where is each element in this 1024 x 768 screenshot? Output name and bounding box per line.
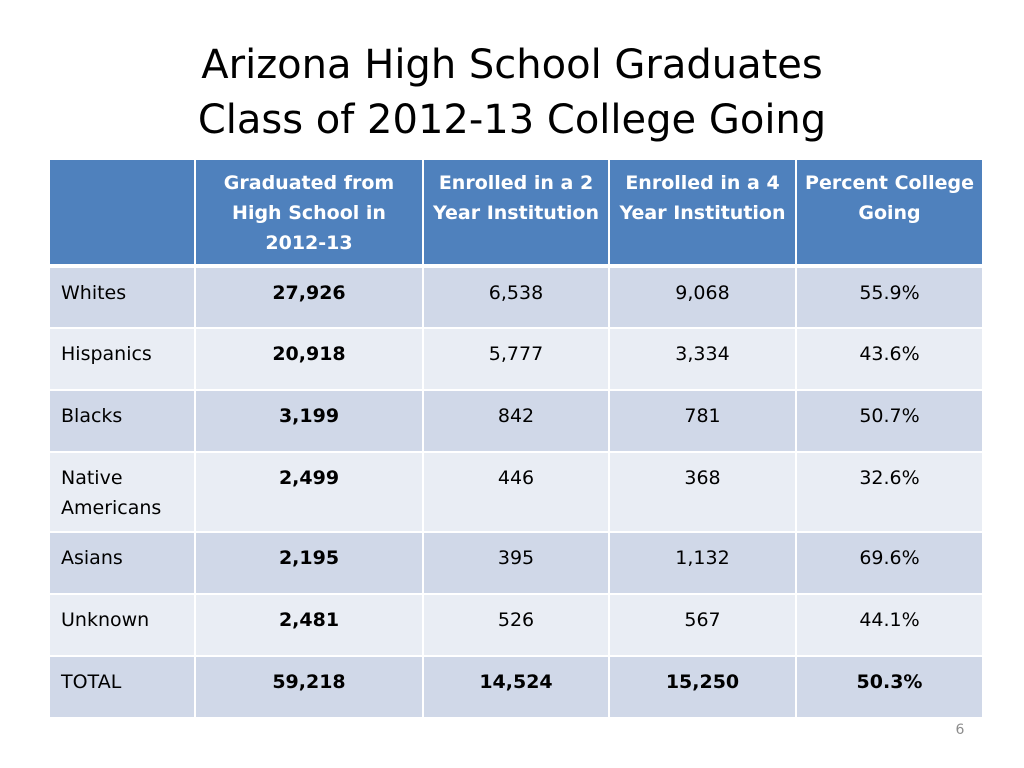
header-graduated: Graduated from High School in 2012-13 [194, 160, 424, 268]
slide-number: 6 [955, 722, 965, 738]
row-label: TOTAL [50, 655, 196, 719]
cell-graduated: 2,499 [194, 451, 424, 533]
row-label: Hispanics [50, 327, 196, 391]
table-row: Whites 27,926 6,538 9,068 55.9% [50, 265, 982, 329]
cell-percent: 43.6% [795, 327, 982, 391]
cell-enrolled-4yr: 3,334 [608, 327, 797, 391]
cell-enrolled-4yr: 781 [608, 389, 797, 453]
cell-enrolled-4yr: 368 [608, 451, 797, 533]
header-group [50, 160, 196, 268]
cell-enrolled-4yr: 9,068 [608, 265, 797, 329]
row-label: Blacks [50, 389, 196, 453]
cell-enrolled-2yr: 446 [422, 451, 610, 533]
header-enrolled-2yr: Enrolled in a 2 Year Institution [422, 160, 610, 268]
title-line-1: Arizona High School Graduates [201, 42, 823, 88]
cell-enrolled-2yr: 842 [422, 389, 610, 453]
table-row: Native Americans 2,499 446 368 32.6% [50, 451, 982, 533]
row-label: Asians [50, 531, 196, 595]
cell-enrolled-2yr: 14,524 [422, 655, 610, 719]
header-enrolled-4yr: Enrolled in a 4 Year Institution [608, 160, 797, 268]
row-label: Unknown [50, 593, 196, 657]
cell-enrolled-2yr: 395 [422, 531, 610, 595]
cell-enrolled-2yr: 526 [422, 593, 610, 657]
table-header-row: Graduated from High School in 2012-13 En… [50, 160, 982, 268]
cell-percent: 69.6% [795, 531, 982, 595]
cell-enrolled-2yr: 5,777 [422, 327, 610, 391]
cell-graduated: 59,218 [194, 655, 424, 719]
cell-enrolled-4yr: 1,132 [608, 531, 797, 595]
header-percent-college-going: Percent College Going [795, 160, 982, 268]
table-row: Blacks 3,199 842 781 50.7% [50, 389, 982, 453]
table-row: Hispanics 20,918 5,777 3,334 43.6% [50, 327, 982, 391]
cell-graduated: 2,481 [194, 593, 424, 657]
table-row-total: TOTAL 59,218 14,524 15,250 50.3% [50, 655, 982, 719]
cell-percent: 32.6% [795, 451, 982, 533]
cell-graduated: 2,195 [194, 531, 424, 595]
table-row: Unknown 2,481 526 567 44.1% [50, 593, 982, 657]
row-label: Whites [50, 265, 196, 329]
cell-graduated: 27,926 [194, 265, 424, 329]
cell-percent: 55.9% [795, 265, 982, 329]
graduates-table: Graduated from High School in 2012-13 En… [50, 160, 982, 719]
cell-graduated: 3,199 [194, 389, 424, 453]
slide-title: Arizona High School Graduates Class of 2… [0, 38, 1024, 148]
cell-graduated: 20,918 [194, 327, 424, 391]
table-row: Asians 2,195 395 1,132 69.6% [50, 531, 982, 595]
cell-enrolled-4yr: 15,250 [608, 655, 797, 719]
cell-enrolled-4yr: 567 [608, 593, 797, 657]
cell-percent: 50.7% [795, 389, 982, 453]
title-line-2: Class of 2012-13 College Going [197, 97, 827, 143]
cell-percent: 50.3% [795, 655, 982, 719]
row-label: Native Americans [50, 451, 196, 533]
cell-enrolled-2yr: 6,538 [422, 265, 610, 329]
cell-percent: 44.1% [795, 593, 982, 657]
